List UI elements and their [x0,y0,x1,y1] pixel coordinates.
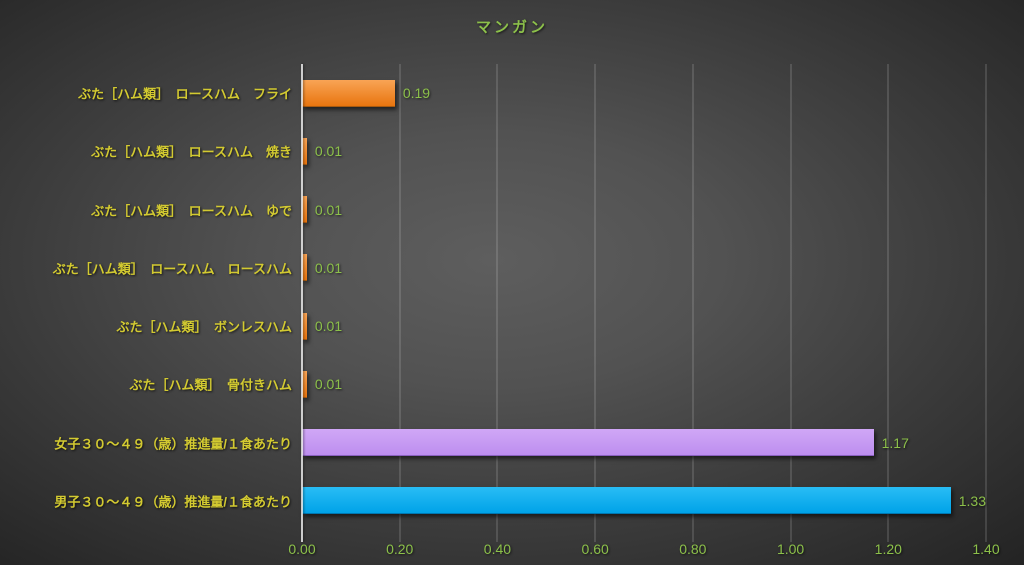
value-label: 0.01 [314,143,343,160]
category-label: ぶた［ハム類］ ボンレスハム [116,319,292,335]
gridline [692,64,694,542]
x-tick-label: 1.20 [874,541,902,557]
bar-wrap: 0.01 [302,370,986,398]
chart-row: ぶた［ハム類］ 骨付きハム 0.01 [129,355,986,413]
chart-row: 男子３０～４９（歳）推進量/１食あたり 1.33 [54,472,986,530]
x-tick-label: 0.00 [288,541,316,557]
value-label: 1.17 [881,434,909,451]
bar-wrap: 0.01 [302,137,986,165]
bar [302,370,307,398]
bar-wrap: 0.01 [302,196,986,224]
bar [302,429,874,457]
chart-row: ぶた［ハム類］ ロースハム ゆで 0.01 [91,181,986,239]
plot-area: ぶた［ハム類］ ロースハム フライ 0.19 ぶた［ハム類］ ロースハム 焼き 0.0… [53,64,987,542]
gridline [790,64,792,542]
gridline [887,64,889,542]
chart-rows: ぶた［ハム類］ ロースハム フライ 0.19 ぶた［ハム類］ ロースハム 焼き 0.0… [53,64,986,530]
bar-wrap: 0.19 [302,79,986,107]
chart-row: ぶた［ハム類］ ロースハム フライ 0.19 [78,64,986,122]
bar [302,487,951,515]
category-label: ぶた［ハム類］ ロースハム 焼き [91,144,292,160]
bar-wrap: 0.01 [302,254,986,282]
x-tick-label: 0.40 [483,541,512,557]
bar-wrap: 1.33 [302,487,986,515]
x-tick-label: 1.40 [972,541,1000,557]
bar [302,79,395,107]
gridline [399,64,401,542]
category-label: ぶた［ハム類］ ロースハム フライ [78,86,292,102]
category-label: ぶた［ハム類］ ロースハム ゆで [91,203,292,219]
value-label: 0.01 [314,376,343,393]
category-label: ぶた［ハム類］ 骨付きハム [129,377,292,393]
category-label: 女子３０～４９（歳）推進量/１食あたり [54,436,292,452]
category-label: ぶた［ハム類］ ロースハム ロースハム [52,261,292,277]
category-label: 男子３０～４９（歳）推進量/１食あたり [54,494,292,510]
chart-row: ぶた［ハム類］ ロースハム ロースハム 0.01 [53,239,986,297]
chart-row: ぶた［ハム類］ ボンレスハム 0.01 [116,297,986,355]
x-axis-tick-labels: 0.00 0.20 0.40 0.60 0.80 1.00 1.20 1.40 [288,541,999,561]
bar [302,196,307,224]
bar-wrap: 1.17 [302,429,986,457]
x-tick-label: 0.20 [386,541,414,557]
x-tick-label: 1.00 [776,541,805,557]
gridline [594,64,596,542]
chart-title: マンガン [475,19,548,36]
bar [302,254,307,282]
y-axis-line [301,64,303,542]
value-label: 0.19 [402,85,431,102]
chart-row: 女子３０～４９（歳）推進量/１食あたり 1.17 [54,414,986,472]
x-tick-label: 0.60 [581,541,609,557]
x-tick-label: 0.80 [679,541,707,557]
gridline [985,64,987,542]
bar-wrap: 0.01 [302,312,986,340]
value-label: 1.33 [958,492,986,509]
bar [302,137,307,165]
bar [302,312,307,340]
value-label: 0.01 [314,259,343,276]
value-label: 0.01 [314,201,343,218]
value-label: 0.01 [314,318,343,335]
chart-row: ぶた［ハム類］ ロースハム 焼き 0.01 [91,122,986,180]
gridline [496,64,498,542]
